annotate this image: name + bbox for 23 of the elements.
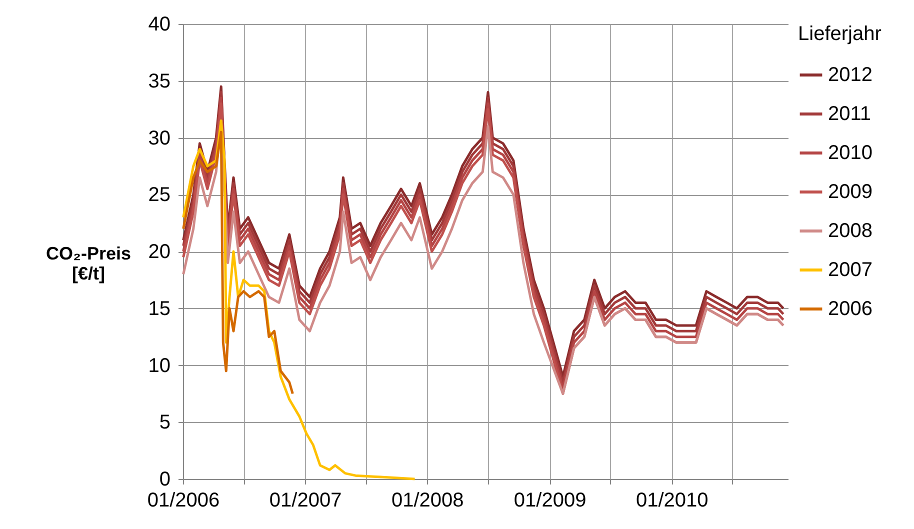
- legend-label: 2010: [828, 142, 872, 164]
- y-tick-label: 0: [159, 468, 170, 490]
- y-tick-label: 35: [148, 70, 170, 92]
- x-tick-label: 01/2006: [147, 490, 220, 512]
- legend-label: 2009: [828, 181, 872, 203]
- y-axis-title: CO₂-Preis [€/t]: [46, 244, 132, 284]
- y-tick-label: 20: [148, 241, 170, 263]
- legend-label: 2012: [828, 64, 872, 86]
- legend-label: 2006: [828, 298, 872, 320]
- legend-label: 2007: [828, 259, 872, 281]
- legend-label: 2008: [828, 220, 872, 242]
- y-tick-label: 40: [148, 14, 170, 36]
- y-tick-label: 10: [148, 354, 170, 377]
- y-tick-label: 25: [148, 184, 170, 206]
- x-tick-label: 01/2007: [269, 490, 342, 512]
- x-tick-label: 01/2008: [391, 490, 464, 512]
- legend-title: Lieferjahr: [798, 23, 882, 45]
- x-tick-label: 01/2009: [514, 490, 586, 512]
- y-tick-label: 5: [159, 412, 170, 434]
- x-tick-label: 01/2010: [636, 490, 708, 512]
- y-tick-label: 15: [148, 298, 170, 320]
- y-tick-label: 30: [148, 127, 170, 150]
- legend-label: 2011: [828, 103, 872, 125]
